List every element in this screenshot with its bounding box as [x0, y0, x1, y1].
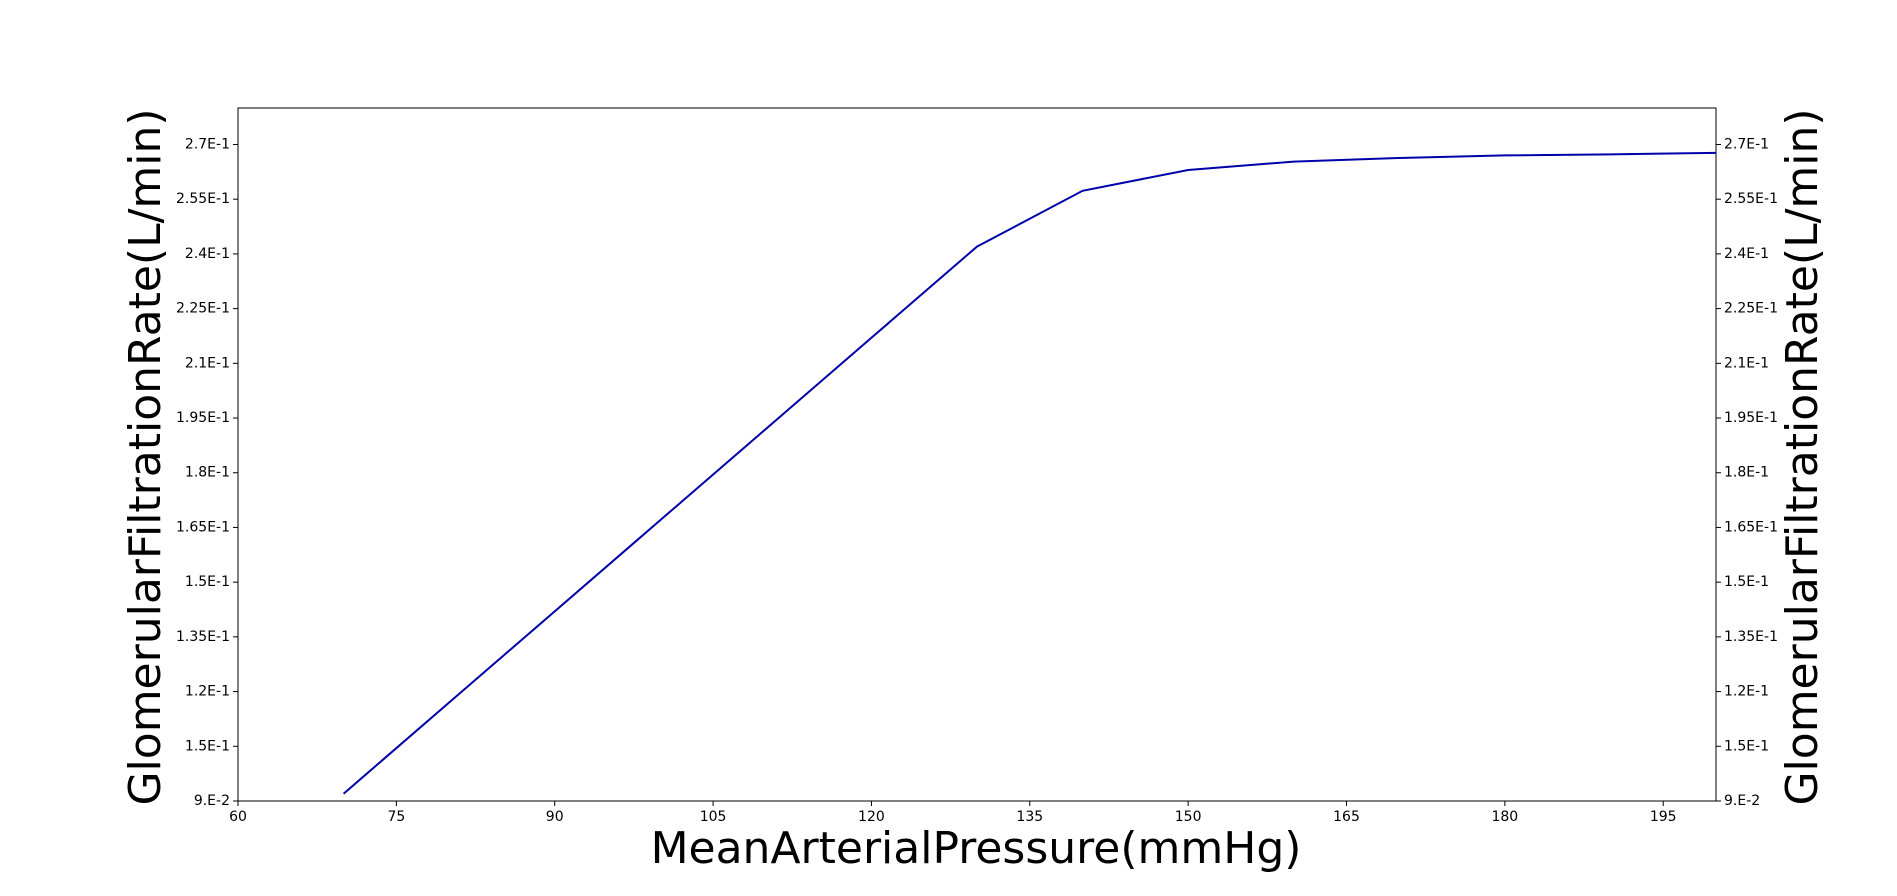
plot-frame — [237, 107, 1717, 802]
y2-tick-label: 1.35E-1 — [1724, 629, 1778, 645]
x-tick-label: 135 — [1016, 809, 1043, 825]
y-axis-label: GlomerularFiltrationRate(L/min) — [120, 108, 171, 805]
y-tick-label: 1.5E-1 — [185, 738, 230, 754]
y2-tick-label: 1.5E-1 — [1724, 574, 1769, 590]
x-tick-label: 75 — [387, 809, 405, 825]
x-tick-label: 195 — [1650, 809, 1677, 825]
y2-tick-label: 1.65E-1 — [1724, 519, 1778, 535]
y-tick-label: 2.4E-1 — [185, 246, 230, 262]
y2-tick-label: 2.25E-1 — [1724, 301, 1778, 317]
y-tick-label: 1.95E-1 — [176, 410, 230, 426]
y-tick-label: 1.8E-1 — [185, 465, 230, 481]
y-tick-label: 1.35E-1 — [176, 629, 230, 645]
x-tick-label: 180 — [1491, 809, 1518, 825]
y-tick-label: 2.7E-1 — [185, 136, 230, 152]
y2-tick-label: 1.95E-1 — [1724, 410, 1778, 426]
y2-tick-label: 2.4E-1 — [1724, 246, 1769, 262]
line-series — [342, 151, 1717, 795]
y2-tick-label: 9.E-2 — [1724, 793, 1760, 809]
y-tick-label: 1.2E-1 — [185, 684, 230, 700]
x-tick-label: 105 — [700, 809, 727, 825]
x-tick-label: 150 — [1175, 809, 1202, 825]
y2-tick-label: 1.5E-1 — [1724, 738, 1769, 754]
y2-tick-label: 2.1E-1 — [1724, 355, 1769, 371]
x-tick-label: 120 — [858, 809, 885, 825]
x-tick-label: 90 — [546, 809, 564, 825]
y-tick-label: 2.25E-1 — [176, 301, 230, 317]
y2-tick-label: 1.8E-1 — [1724, 465, 1769, 481]
x-tick-label: 165 — [1333, 809, 1360, 825]
y-tick-label: 1.65E-1 — [176, 519, 230, 535]
y-tick-label: 2.55E-1 — [176, 191, 230, 207]
y-tick-label: 1.5E-1 — [185, 574, 230, 590]
y2-tick-label: 2.55E-1 — [1724, 191, 1778, 207]
y2-axis-label: GlomerularFiltrationRate(L/min) — [1777, 108, 1828, 805]
y2-tick-label: 2.7E-1 — [1724, 136, 1769, 152]
x-tick-label: 60 — [229, 809, 247, 825]
y-tick-label: 9.E-2 — [194, 793, 230, 809]
y2-tick-label: 1.2E-1 — [1724, 684, 1769, 700]
y-tick-label: 2.1E-1 — [185, 355, 230, 371]
x-axis-label: MeanArterialPressure(mmHg) — [651, 823, 1302, 874]
